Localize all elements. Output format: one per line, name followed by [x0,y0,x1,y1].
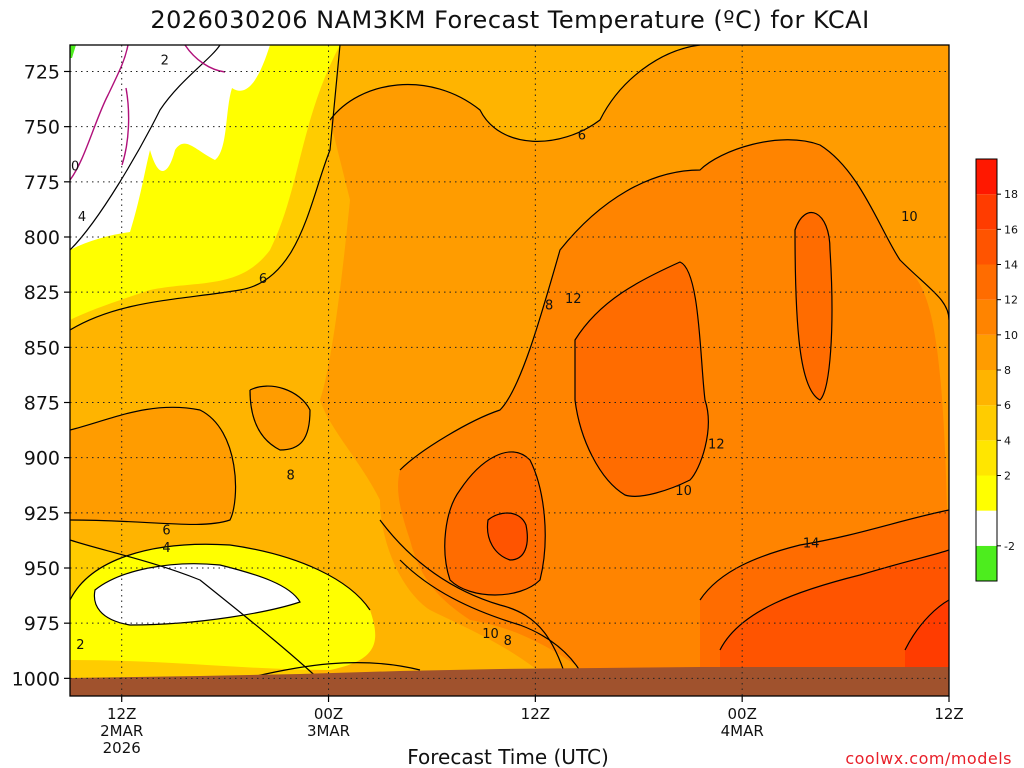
x-tick-label: 2MAR [100,722,143,740]
y-tick-label: 775 [24,172,60,194]
colorbar-label: 2 [1004,470,1011,483]
band-12-14 [444,212,949,690]
contour-label: 0 [71,159,79,174]
colorbar-label: 18 [1004,188,1018,201]
x-tick-label: 00Z [727,705,756,723]
y-tick-label: 825 [24,282,60,304]
contour-label: 6 [259,272,267,287]
colorbar-swatch [976,370,997,406]
colorbar-label: 14 [1004,259,1018,272]
ground-surface [70,667,949,696]
colorbar-swatch [976,475,997,511]
band-minus2-0-lower [94,563,300,625]
y-tick-label: 925 [24,503,60,525]
contour-label: 2 [76,638,84,653]
colorbar-swatch [976,299,997,335]
x-tick-label: 12Z [934,705,963,723]
contour-labels: 2046688121210101464221084 [70,53,918,693]
colorbar-label: 4 [1004,434,1011,447]
contour-label: 2 [161,53,169,68]
y-tick-label: 850 [24,337,60,359]
x-tick-label: 2026 [103,739,141,757]
contour-label: 12 [565,292,582,307]
x-tick-label: 3MAR [307,722,350,740]
y-tick-label: 1000 [12,668,60,690]
y-tick-label: 900 [24,448,60,470]
contour-label: 12 [708,437,725,452]
colorbar-swatch [976,229,997,265]
contour-label: 6 [162,523,170,538]
colorbar-swatch [976,264,997,300]
band-14-16 [487,513,949,690]
source-credit: coolwx.com/models [845,749,1012,768]
colorbar-swatch [976,159,997,195]
colorbar-swatch [976,545,997,581]
y-tick-label: 725 [24,61,60,83]
colorbar: -2 2 4 6 8 10 12 14 16 18 [975,158,1018,582]
y-axis: 725 750 775 800 825 850 875 900 925 950 975 1000 [12,61,70,690]
contour-label: 4 [162,541,170,556]
contour-label: 6 [578,128,586,143]
y-tick-label: 800 [24,227,60,249]
y-tick-label: 875 [24,392,60,414]
zero-contour [70,45,226,181]
contour-label: 10 [482,627,499,642]
contour-label: 14 [803,537,820,552]
contour-label: 10 [901,210,918,225]
x-tick-label: 00Z [314,705,343,723]
colorbar-swatch [976,405,997,441]
contour-label: 8 [545,298,553,313]
contour-lines [70,45,949,691]
band-minus4-minus2 [70,45,76,58]
colorbar-label: 8 [1004,364,1011,377]
band-0-2 [70,45,376,670]
colorbar-label: 12 [1004,294,1018,307]
colorbar-label: 10 [1004,329,1018,342]
chart-title: 2026030206 NAM3KM Forecast Temperature (… [150,6,869,34]
x-tick-label: 12Z [521,705,550,723]
colorbar-label: -2 [1004,540,1015,553]
x-tick-label: 12Z [107,705,136,723]
plot-frame [69,44,950,697]
x-tick-label: 4MAR [721,722,764,740]
contour-label: 10 [675,484,692,499]
colorbar-label: 6 [1004,399,1011,412]
temperature-field: 2046688121210101464221084 [70,45,949,696]
colorbar-swatch [976,334,997,370]
colorbar-label: 16 [1004,223,1018,236]
x-axis-title: Forecast Time (UTC) [407,745,609,768]
contour-label: 8 [504,634,512,649]
contour-label: 4 [78,210,86,225]
colorbar-swatch [976,510,997,546]
contour-label: 8 [286,468,294,483]
y-tick-label: 975 [24,613,60,635]
colorbar-swatch [976,194,997,230]
y-tick-label: 950 [24,558,60,580]
colorbar-swatch [976,440,997,476]
band-minus2-0-upper [70,45,270,250]
y-tick-label: 750 [24,117,60,139]
